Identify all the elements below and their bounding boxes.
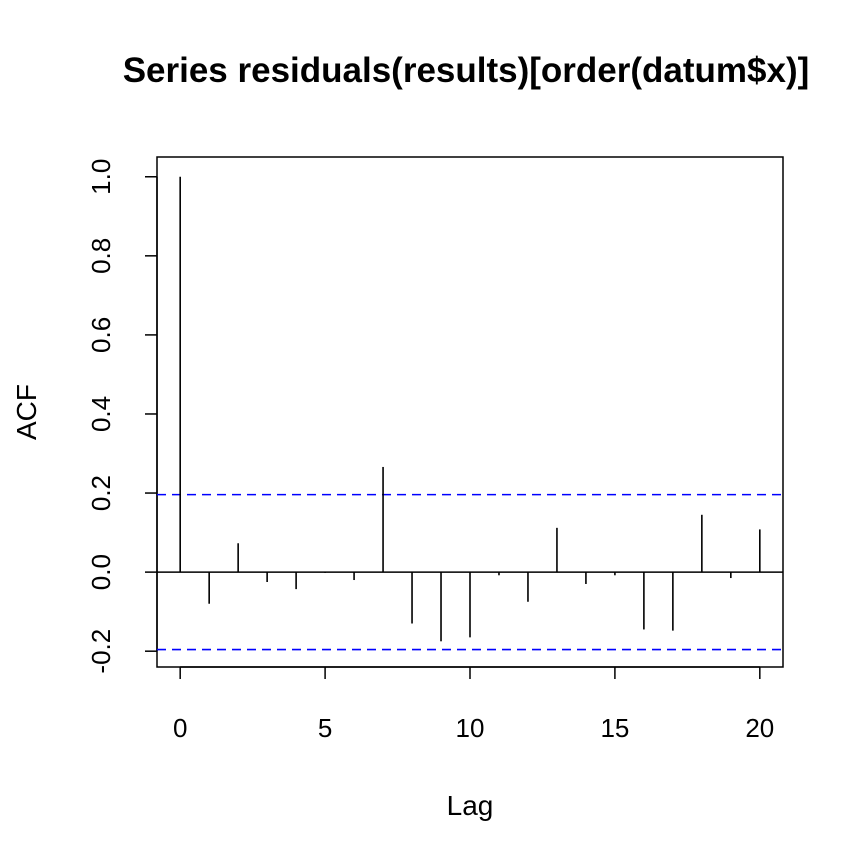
y-axis-label: ACF bbox=[11, 384, 42, 440]
y-axis: -0.2 0.0 0.2 0.4 0.6 0.8 1.0 bbox=[86, 159, 158, 674]
y-tick-label: 0.6 bbox=[86, 317, 116, 353]
x-axis-label: Lag bbox=[447, 790, 494, 821]
chart-title: Series residuals(results)[order(datum$x)… bbox=[123, 51, 810, 90]
x-tick-label: 0 bbox=[173, 713, 187, 743]
x-axis: 0 5 10 15 20 bbox=[173, 666, 774, 743]
y-tick-label: -0.2 bbox=[86, 629, 116, 674]
x-tick-label: 10 bbox=[456, 713, 485, 743]
x-tick-label: 20 bbox=[745, 713, 774, 743]
y-tick-label: 1.0 bbox=[86, 159, 116, 195]
x-tick-label: 5 bbox=[318, 713, 332, 743]
y-tick-label: 0.2 bbox=[86, 475, 116, 511]
x-tick-label: 15 bbox=[600, 713, 629, 743]
y-tick-label: 0.4 bbox=[86, 396, 116, 432]
y-tick-label: 0.0 bbox=[86, 554, 116, 590]
acf-bars bbox=[179, 176, 761, 642]
y-tick-label: 0.8 bbox=[86, 238, 116, 274]
